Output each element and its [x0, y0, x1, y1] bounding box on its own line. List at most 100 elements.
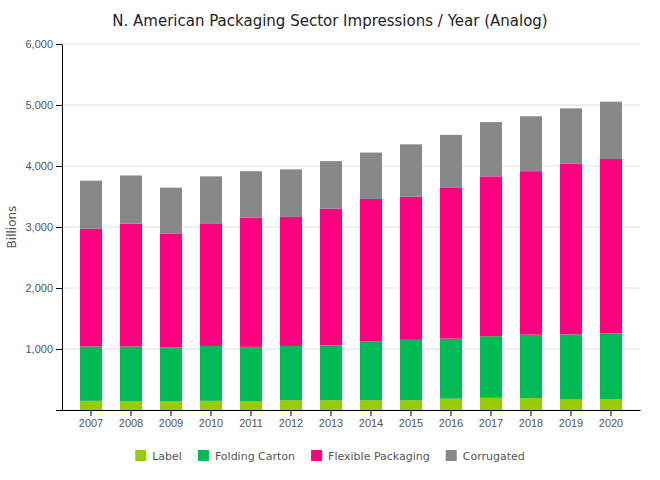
x-tick-label: 2011 — [239, 417, 263, 429]
bar-segment — [200, 176, 222, 223]
bar-segment — [200, 223, 222, 346]
bars — [80, 102, 622, 410]
grid-line — [62, 44, 640, 45]
x-tick-label: 2007 — [79, 417, 103, 429]
legend-label: Corrugated — [463, 450, 525, 463]
y-tick-mark — [56, 288, 62, 289]
legend-item: Label — [135, 450, 182, 463]
bar-segment — [440, 135, 462, 188]
bar-segment — [520, 171, 542, 334]
legend-swatch — [446, 450, 457, 461]
bar-segment — [320, 209, 342, 346]
x-tick-label: 2019 — [559, 417, 583, 429]
bar-segment — [240, 347, 262, 401]
x-tick-label: 2015 — [399, 417, 423, 429]
bar-segment — [280, 400, 302, 410]
y-tick-label: 1,000 — [25, 343, 53, 355]
bar-segment — [560, 108, 582, 163]
bar-segment — [520, 335, 542, 398]
y-tick-label: 3,000 — [25, 221, 53, 233]
bar-segment — [600, 159, 622, 333]
x-tick-mark — [371, 410, 372, 416]
legend-item: Folding Carton — [198, 450, 295, 463]
x-tick: 2014 — [359, 410, 383, 429]
x-tick: 2017 — [479, 410, 503, 429]
x-tick-mark — [611, 410, 612, 416]
bar-segment — [80, 401, 102, 410]
bar-segment — [240, 401, 262, 410]
grid — [62, 44, 640, 410]
x-tick-label: 2010 — [199, 417, 223, 429]
x-tick-label: 2016 — [439, 417, 463, 429]
bar-segment — [160, 188, 182, 234]
x-tick-mark — [251, 410, 252, 416]
bar-segment — [560, 164, 582, 335]
grid-line — [62, 288, 640, 289]
x-axis: 2007 2008 2009 2010 2011 2012 2013 2014 2015 2016… — [63, 410, 641, 429]
x-tick-label: 2018 — [519, 417, 543, 429]
x-tick-mark — [491, 410, 492, 416]
legend-swatch — [311, 450, 322, 461]
bar-segment — [160, 233, 182, 347]
bar-segment — [560, 399, 582, 410]
y-tick-mark — [56, 44, 62, 45]
x-tick: 2009 — [159, 410, 183, 429]
series — [80, 159, 622, 347]
y-tick-label: 5,000 — [25, 99, 53, 111]
x-tick-label: 2008 — [119, 417, 143, 429]
y-tick-mark — [56, 410, 62, 411]
bar-segment — [600, 399, 622, 410]
bar-segment — [80, 181, 102, 229]
grid-line — [62, 227, 640, 228]
bar-segment — [120, 401, 142, 410]
legend-item: Corrugated — [446, 450, 525, 463]
bar-segment — [480, 336, 502, 398]
x-axis-line — [63, 410, 641, 411]
bar-segment — [360, 153, 382, 199]
legend-swatch — [135, 450, 146, 461]
grid-line — [62, 410, 640, 411]
bar-segment — [80, 347, 102, 401]
x-tick-label: 2014 — [359, 417, 383, 429]
bar-segment — [440, 399, 462, 410]
y-tick: 2,000 — [25, 282, 62, 294]
grid-line — [62, 105, 640, 106]
y-tick — [56, 410, 62, 411]
x-tick-mark — [331, 410, 332, 416]
legend-item: Flexible Packaging — [311, 450, 430, 463]
legend: Label Folding Carton Flexible Packaging Cor… — [135, 450, 525, 463]
x-tick-mark — [131, 410, 132, 416]
bar-segment — [280, 169, 302, 217]
bar-segment — [120, 175, 142, 223]
x-tick-mark — [91, 410, 92, 416]
x-tick: 2008 — [119, 410, 143, 429]
bar-segment — [480, 176, 502, 336]
y-tick: 5,000 — [25, 99, 62, 111]
bar-segment — [400, 197, 422, 340]
y-tick: 6,000 — [25, 38, 62, 50]
x-tick-label: 2009 — [159, 417, 183, 429]
chart: 2007 2008 2009 2010 2011 2012 2013 2014 2015 2016… — [0, 0, 660, 480]
bar-segment — [320, 161, 342, 209]
plot-area: 2007 2008 2009 2010 2011 2012 2013 2014 2015 2016… — [25, 38, 640, 429]
y-axis: 1,0002,0003,0004,0005,0006,000 — [25, 38, 62, 410]
y-tick-label: 2,000 — [25, 282, 53, 294]
legend-swatch — [198, 450, 209, 461]
bar-segment — [200, 401, 222, 410]
y-axis-line — [62, 45, 63, 411]
y-tick: 3,000 — [25, 221, 62, 233]
bar-segment — [120, 347, 142, 402]
bar-segment — [600, 102, 622, 159]
y-tick-mark — [56, 349, 62, 350]
y-tick: 1,000 — [25, 343, 62, 355]
x-tick: 2018 — [519, 410, 543, 429]
x-tick-label: 2012 — [279, 417, 303, 429]
bar-segment — [480, 122, 502, 176]
x-tick: 2016 — [439, 410, 463, 429]
bar-segment — [400, 144, 422, 196]
x-tick: 2013 — [319, 410, 343, 429]
x-tick-label: 2017 — [479, 417, 503, 429]
bar-segment — [320, 345, 342, 400]
y-axis-title: Billions — [5, 206, 19, 249]
x-tick-mark — [451, 410, 452, 416]
